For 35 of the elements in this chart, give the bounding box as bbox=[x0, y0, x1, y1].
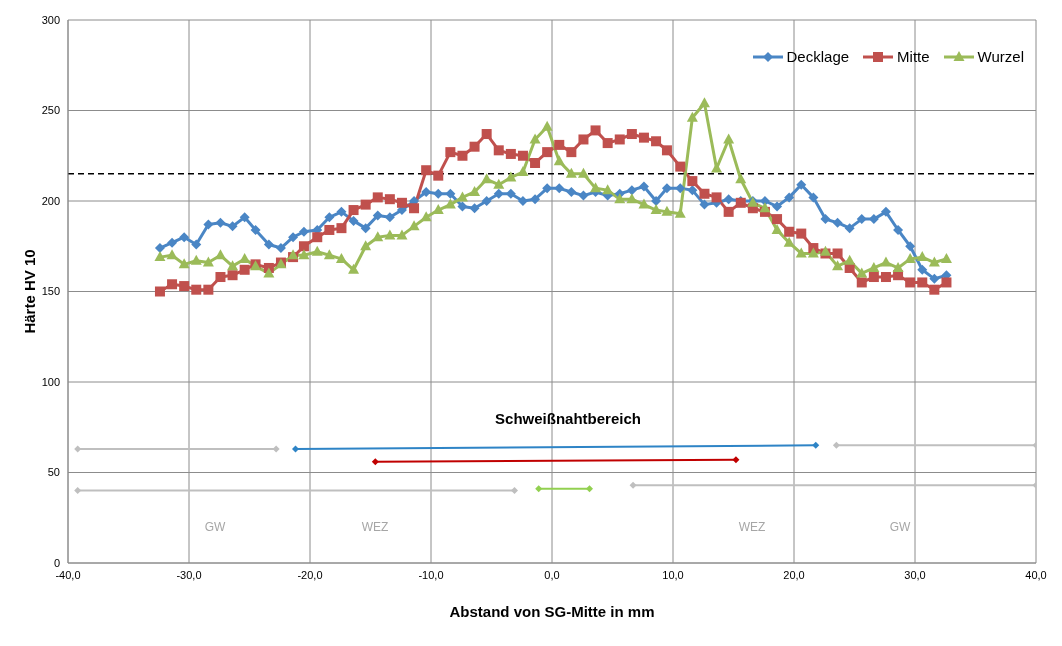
y-tick-label: 0 bbox=[53, 556, 60, 569]
annotation: Schweißnahtbereich bbox=[495, 409, 641, 427]
annotation: GW bbox=[204, 520, 226, 534]
point bbox=[629, 481, 637, 489]
x-tick-label: 40,0 bbox=[1025, 568, 1047, 581]
point bbox=[74, 487, 82, 495]
legend-label: Wurzel bbox=[976, 48, 1024, 65]
x-tick-label: 0,0 bbox=[544, 568, 560, 581]
point bbox=[371, 458, 379, 466]
y-tick-label: 200 bbox=[41, 194, 60, 207]
point bbox=[291, 445, 299, 453]
annotation: WEZ bbox=[361, 520, 389, 534]
x-tick-label: -30,0 bbox=[176, 568, 202, 581]
y-tick-label: 150 bbox=[41, 285, 60, 298]
y-tick-label: 300 bbox=[41, 13, 60, 26]
x-tick-label: -40,0 bbox=[55, 568, 81, 581]
x-axis-title: Abstand von SG-Mitte in mm bbox=[449, 603, 655, 620]
legend-label: Decklage bbox=[785, 48, 850, 65]
x-tick-label: 30,0 bbox=[904, 568, 926, 581]
point bbox=[732, 456, 740, 464]
y-tick-label: 100 bbox=[41, 375, 60, 388]
x-tick-label: -20,0 bbox=[297, 568, 323, 581]
point bbox=[586, 485, 594, 493]
point bbox=[832, 441, 840, 449]
legend-label: Mitte bbox=[896, 48, 930, 65]
y-axis-title: Härte HV 10 bbox=[21, 249, 39, 334]
y-tick-label: 50 bbox=[47, 466, 60, 479]
x-tick-label: -10,0 bbox=[418, 568, 444, 581]
y-tick-label: 250 bbox=[41, 104, 60, 117]
annotation: GW bbox=[889, 520, 911, 534]
point bbox=[812, 441, 820, 449]
annotation: WEZ bbox=[738, 520, 766, 534]
x-tick-label: 20,0 bbox=[783, 568, 805, 581]
point bbox=[535, 485, 543, 493]
x-tick-label: 10,0 bbox=[662, 568, 684, 581]
